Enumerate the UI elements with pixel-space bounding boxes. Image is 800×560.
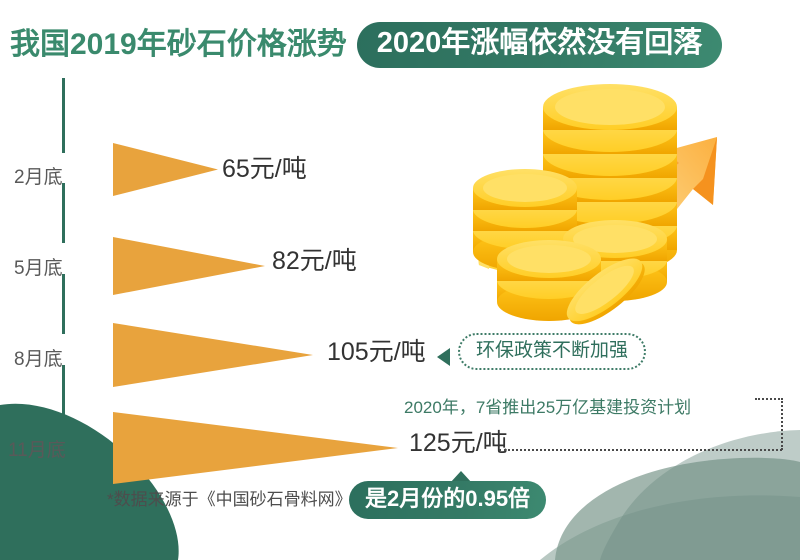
policy-callout: 环保政策不断加强 (458, 333, 647, 370)
callout-pointer-icon (437, 348, 450, 366)
dotted-bracket-top (755, 398, 783, 400)
timeline-axis (62, 78, 65, 460)
axis-segment (62, 274, 65, 334)
dotted-bracket-right (781, 398, 783, 450)
value-triangle (113, 143, 218, 196)
blob-bottom-right-wide (555, 457, 800, 560)
bubble-pointer-icon (450, 471, 472, 483)
dotted-bracket-bottom (499, 449, 782, 451)
value-triangle (113, 237, 265, 295)
investment-annotation: 2020年，7省推出25万亿基建投资计划 (404, 398, 692, 417)
row-label-month: 11月底 (8, 440, 66, 461)
value-triangle (113, 323, 313, 387)
leaning-coin (566, 258, 645, 325)
row-label-month: 2月底 (14, 167, 63, 188)
axis-segment (62, 365, 65, 425)
gold-coins-icon (473, 84, 717, 325)
header: 我国2019年砂石价格涨势 2020年涨幅依然没有回落 (10, 18, 723, 72)
value-triangle (113, 412, 398, 484)
axis-segment (62, 78, 65, 153)
axis-segment (62, 456, 65, 460)
row-label-month: 5月底 (14, 258, 63, 279)
coin-stack-front-left (497, 240, 601, 321)
row-price-value: 105元/吨 (327, 338, 426, 366)
row-price-value: 125元/吨 (409, 429, 508, 457)
row-price-value: 82元/吨 (272, 247, 357, 275)
header-badge: 2020年涨幅依然没有回落 (356, 22, 723, 68)
axis-segment (62, 183, 65, 243)
row-label-month: 8月底 (14, 349, 63, 370)
page-title: 我国2019年砂石价格涨势 (10, 28, 347, 61)
comparison-bubble: 是2月份的0.95倍 (349, 481, 547, 519)
row-price-value: 65元/吨 (222, 155, 307, 183)
source-note: *数据来源于《中国砂石骨料网》 (107, 490, 352, 509)
blob-bottom-right-sweep (540, 495, 800, 560)
